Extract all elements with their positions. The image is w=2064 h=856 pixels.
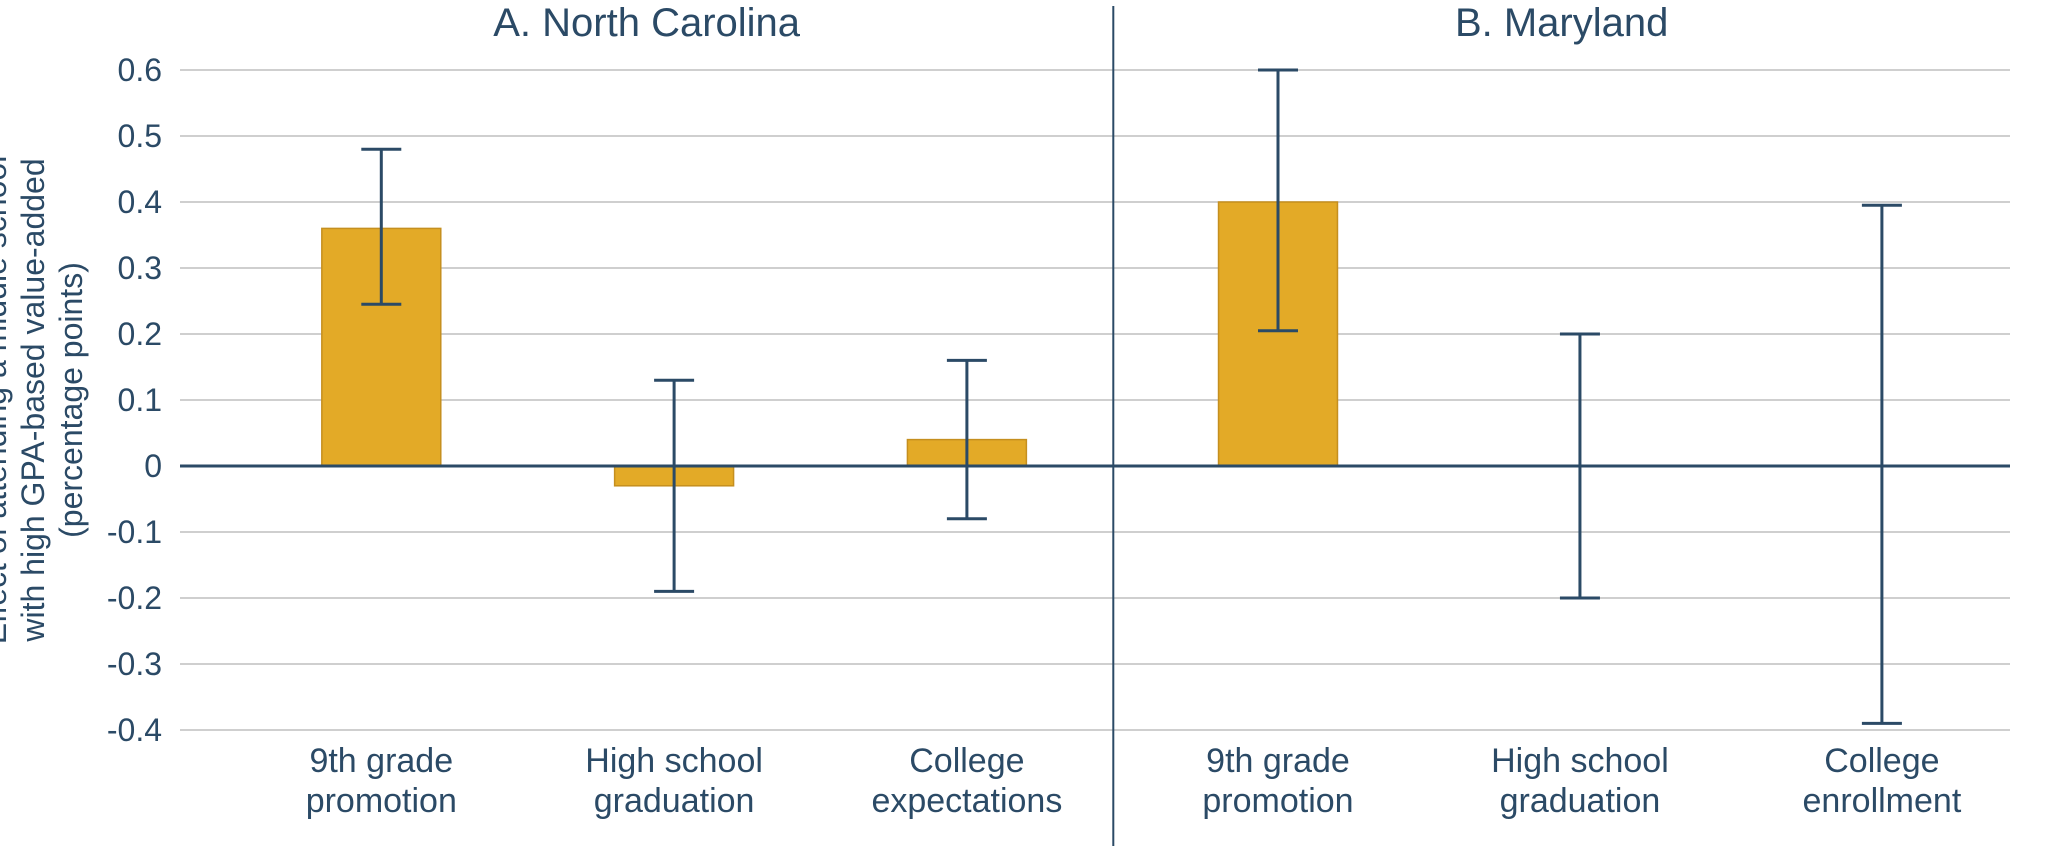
y-axis-title-line: (percentage points) bbox=[53, 262, 89, 538]
chart-root: 0.60.50.40.30.20.10-0.1-0.2-0.3-0.4A. No… bbox=[0, 0, 2064, 856]
category-label: graduation bbox=[1500, 782, 1661, 820]
bars bbox=[322, 202, 1338, 486]
axes: 0.6 0.5 0.4 0.3 0.2 0.1 0 -0.1 -0.2 -0.3 -0.4 bbox=[107, 52, 162, 748]
y-tick-label: 0.4 bbox=[118, 184, 162, 220]
labels: A. North Carolina B. Maryland Effect of at… bbox=[0, 1, 1962, 820]
y-tick-label: 0.1 bbox=[118, 382, 162, 418]
category-label: enrollment bbox=[1803, 782, 1962, 820]
category-label: College bbox=[1824, 742, 1939, 780]
category-label: 9th grade bbox=[1206, 742, 1350, 780]
y-tick-label: 0.2 bbox=[118, 316, 162, 352]
category-label: graduation bbox=[594, 782, 755, 820]
y-tick-label: 0.6 bbox=[118, 52, 162, 88]
category-label: High school bbox=[1491, 742, 1669, 780]
y-tick-label: 0.3 bbox=[118, 250, 162, 286]
y-axis-title-line: Effect of attending a middle school bbox=[0, 156, 13, 645]
category-label: expectations bbox=[871, 782, 1062, 820]
y-tick-label: -0.1 bbox=[107, 514, 162, 550]
error-bars bbox=[361, 70, 1902, 723]
y-axis-title-line: with high GPA-based value-added bbox=[15, 158, 51, 642]
category-label: promotion bbox=[1202, 782, 1353, 820]
category-label: 9th grade bbox=[309, 742, 453, 780]
gridlines bbox=[180, 70, 2010, 730]
y-tick-label: -0.4 bbox=[107, 712, 162, 748]
chart-svg: 0.60.50.40.30.20.10-0.1-0.2-0.3-0.4A. No… bbox=[0, 0, 2064, 856]
category-label: promotion bbox=[306, 782, 457, 820]
y-tick-label: 0 bbox=[144, 448, 162, 484]
category-label: High school bbox=[585, 742, 763, 780]
y-tick-label: 0.5 bbox=[118, 118, 162, 154]
panel-title-b: B. Maryland bbox=[1455, 1, 1668, 45]
y-axis-title: Effect of attending a middle schoolwith … bbox=[0, 156, 89, 645]
y-tick-label: -0.3 bbox=[107, 646, 162, 682]
category-label: College bbox=[909, 742, 1024, 780]
panel-title-a: A. North Carolina bbox=[493, 1, 801, 45]
y-tick-label: -0.2 bbox=[107, 580, 162, 616]
